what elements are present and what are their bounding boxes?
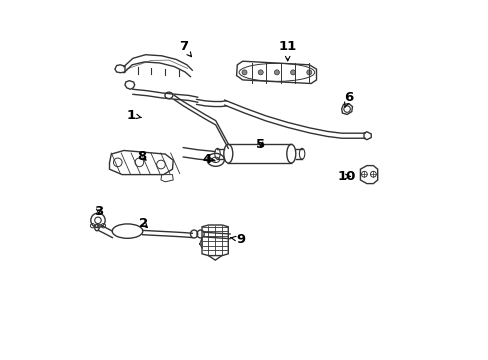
Text: 5: 5 bbox=[256, 138, 264, 150]
Circle shape bbox=[258, 70, 263, 75]
Text: 8: 8 bbox=[137, 150, 146, 163]
Circle shape bbox=[290, 70, 295, 75]
Circle shape bbox=[306, 70, 311, 75]
Text: 7: 7 bbox=[179, 40, 191, 57]
Circle shape bbox=[242, 70, 246, 75]
Circle shape bbox=[274, 70, 279, 75]
Text: 2: 2 bbox=[139, 217, 148, 230]
Text: 11: 11 bbox=[278, 40, 296, 61]
Text: 3: 3 bbox=[94, 205, 103, 218]
Text: 1: 1 bbox=[126, 109, 141, 122]
Text: 9: 9 bbox=[230, 233, 245, 246]
Text: 6: 6 bbox=[344, 91, 353, 107]
Text: 4: 4 bbox=[202, 153, 214, 166]
Text: 10: 10 bbox=[337, 170, 356, 183]
